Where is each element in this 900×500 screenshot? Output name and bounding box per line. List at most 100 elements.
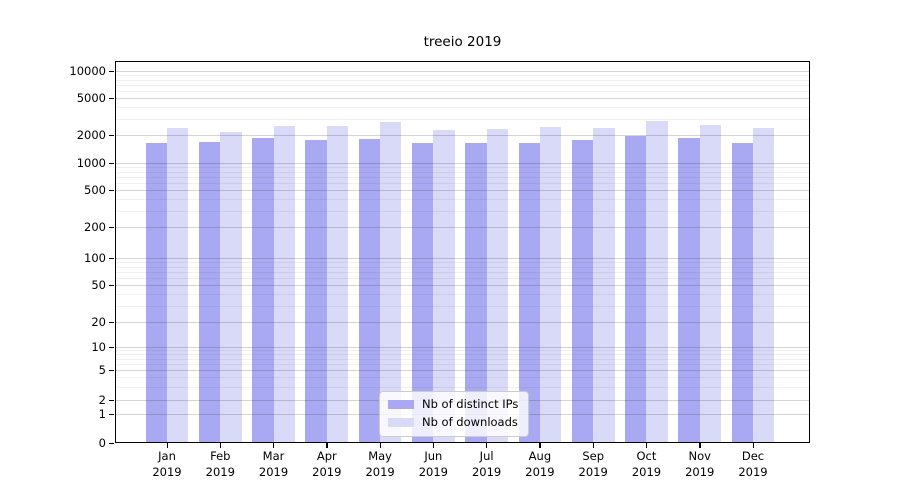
minor-gridline — [115, 294, 810, 295]
y-tick-label: 500 — [84, 183, 106, 197]
bar-distinct-ips — [198, 141, 221, 443]
bar-downloads — [380, 122, 402, 443]
x-tick-mark — [699, 443, 701, 448]
y-tick-mark — [109, 321, 114, 323]
minor-gridline — [115, 358, 810, 360]
major-gridline — [115, 98, 810, 99]
minor-gridline — [115, 271, 810, 273]
y-tick-label: 2 — [98, 393, 106, 407]
minor-gridline — [115, 182, 810, 184]
major-gridline — [115, 135, 810, 136]
x-tick-label: Nov 2019 — [685, 449, 715, 479]
major-gridline — [115, 370, 810, 371]
major-gridline — [115, 190, 810, 191]
bar-downloads — [273, 125, 295, 443]
y-tick-label: 50 — [91, 278, 106, 292]
y-tick-mark — [109, 226, 114, 228]
legend-entry: Nb of distinct IPs — [388, 398, 518, 411]
y-tick-label: 0 — [98, 436, 106, 450]
minor-gridline — [115, 75, 810, 77]
legend-swatch-distinct-ips — [388, 400, 414, 409]
minor-gridline — [115, 266, 810, 268]
y-tick-label: 10 — [91, 340, 106, 354]
major-gridline — [115, 322, 810, 323]
y-tick-mark — [109, 189, 114, 191]
legend-label: Nb of distinct IPs — [422, 397, 519, 411]
bar-distinct-ips — [625, 135, 647, 443]
y-tick-label: 5000 — [76, 91, 106, 105]
bar-downloads — [646, 121, 668, 443]
minor-gridline — [115, 90, 810, 92]
y-tick-mark — [109, 413, 114, 415]
minor-gridline — [115, 171, 810, 173]
y-tick-label: 100 — [84, 251, 106, 265]
y-tick-label: 2000 — [76, 128, 106, 142]
legend-label: Nb of downloads — [422, 415, 518, 429]
x-tick-mark — [166, 443, 168, 448]
y-tick-label: 10000 — [69, 64, 106, 78]
major-gridline — [115, 163, 810, 164]
y-tick-label: 20 — [91, 315, 106, 329]
major-gridline — [115, 258, 810, 259]
legend-entry: Nb of downloads — [388, 416, 518, 429]
x-tick-label: Jan 2019 — [152, 449, 182, 479]
bar-downloads — [593, 127, 615, 443]
y-tick-label: 1 — [98, 407, 106, 421]
x-tick-label: Apr 2019 — [312, 449, 342, 479]
y-tick-mark — [109, 70, 114, 72]
bar-downloads — [220, 131, 242, 443]
bar-downloads — [539, 127, 562, 443]
x-tick-mark — [645, 443, 648, 448]
y-tick-mark — [109, 442, 114, 444]
minor-gridline — [115, 107, 810, 108]
y-tick-label: 1000 — [76, 156, 106, 170]
chart-title: treeio 2019 — [423, 34, 502, 50]
plot-area — [115, 61, 810, 443]
bar-distinct-ips — [731, 142, 753, 443]
major-gridline — [115, 71, 810, 72]
y-tick-mark — [109, 134, 114, 136]
y-tick-mark — [109, 369, 114, 371]
x-tick-mark — [486, 443, 488, 448]
grid-layer — [115, 61, 810, 443]
minor-gridline — [115, 305, 810, 307]
minor-gridline — [115, 167, 810, 169]
x-tick-label: Feb 2019 — [205, 449, 235, 479]
y-tick-mark — [109, 346, 114, 348]
x-tick-label: May 2019 — [365, 449, 395, 479]
y-tick-mark — [109, 284, 114, 286]
minor-gridline — [115, 176, 810, 178]
y-tick-mark — [109, 257, 114, 259]
major-gridline — [115, 285, 810, 286]
x-tick-label: Mar 2019 — [258, 449, 289, 479]
minor-gridline — [115, 363, 810, 365]
x-tick-mark — [273, 443, 275, 448]
bar-distinct-ips — [465, 142, 487, 443]
bar-downloads — [326, 125, 349, 443]
minor-gridline — [115, 79, 810, 81]
x-tick-label: Jul 2019 — [471, 449, 502, 479]
minor-gridline — [115, 277, 810, 279]
minor-gridline — [115, 386, 810, 388]
x-tick-mark — [379, 443, 381, 448]
x-tick-mark — [432, 443, 435, 448]
bar-layer — [115, 61, 810, 443]
bar-distinct-ips — [518, 142, 540, 443]
x-tick-mark — [539, 443, 541, 448]
bar-distinct-ips — [411, 142, 434, 443]
y-tick-mark — [109, 162, 114, 164]
bar-distinct-ips — [145, 142, 167, 443]
minor-gridline — [115, 84, 810, 86]
x-tick-label: Aug 2019 — [525, 449, 555, 479]
x-tick-label: Sep 2019 — [578, 449, 608, 479]
minor-gridline — [115, 354, 810, 356]
minor-gridline — [115, 377, 810, 379]
bar-downloads — [167, 127, 189, 443]
minor-gridline — [115, 199, 810, 200]
y-tick-mark — [109, 97, 114, 99]
bar-distinct-ips — [252, 137, 274, 443]
legend-swatch-downloads — [388, 418, 414, 427]
bar-downloads — [486, 128, 509, 443]
x-tick-mark — [219, 443, 222, 448]
